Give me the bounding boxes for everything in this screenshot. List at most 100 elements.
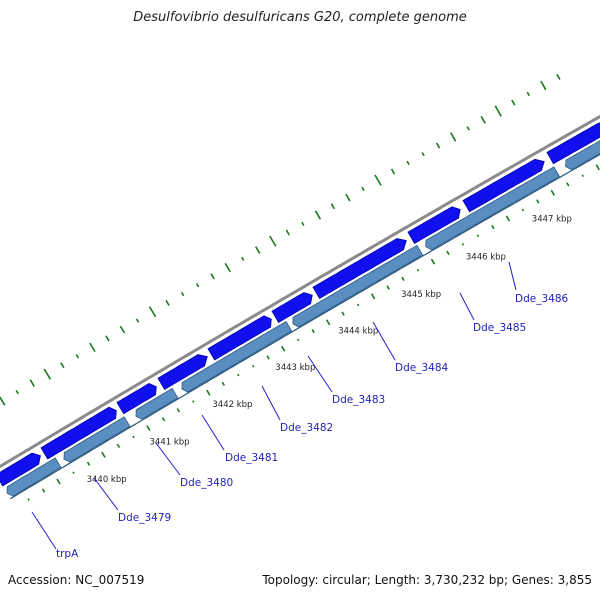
gc-tick-inner	[476, 234, 480, 237]
kbp-label: 3445 kbp	[401, 290, 441, 300]
gc-tick-outer	[241, 256, 245, 261]
reverse-gene-arrow-5	[292, 244, 424, 328]
gc-tick-outer	[75, 354, 80, 359]
gc-tick-outer	[89, 342, 96, 353]
gene-leader-line	[31, 511, 57, 550]
gc-tick-outer	[224, 262, 231, 273]
gene-label[interactable]: trpA	[56, 548, 79, 560]
forward-gene-arrow-9	[462, 158, 545, 213]
reverse-gene-arrow-1	[6, 457, 62, 497]
gene-leader-line	[307, 355, 333, 393]
gc-tick-outer	[526, 91, 530, 97]
gc-tick-inner	[416, 268, 420, 272]
gc-tick-inner	[521, 208, 525, 212]
gc-tick-outer	[0, 396, 6, 406]
gc-tick-inner	[86, 461, 91, 466]
gc-tick-outer	[180, 291, 185, 297]
gc-tick-inner	[446, 250, 450, 256]
backbone-line	[0, 114, 600, 469]
gc-tick-inner	[176, 408, 181, 413]
forward-gene-arrow-1	[0, 452, 41, 487]
forward-gene-arrow-5	[207, 315, 272, 361]
gc-tick-inner	[72, 471, 75, 474]
gc-tick-outer	[255, 246, 261, 254]
gc-tick-inner	[297, 338, 300, 342]
gene-label[interactable]: Dde_3481	[225, 452, 278, 464]
gc-tick-outer	[314, 210, 322, 220]
gc-tick-inner	[536, 199, 540, 204]
gc-tick-inner	[116, 443, 121, 449]
gc-tick-outer	[540, 80, 547, 91]
gc-tick-inner	[132, 435, 135, 439]
gc-tick-inner	[356, 303, 360, 307]
reverse-gene-arrow-2	[63, 416, 131, 463]
forward-gene-arrow-3	[116, 383, 157, 415]
gc-tick-outer	[556, 73, 561, 80]
kbp-label: 3443 kbp	[275, 363, 315, 373]
gc-tick-inner	[266, 355, 270, 360]
kbp-label: 3446 kbp	[466, 252, 506, 262]
gc-tick-outer	[135, 318, 140, 323]
gc-tick-inner	[56, 478, 61, 485]
gc-tick-outer	[330, 203, 336, 210]
forward-gene-arrow-6	[271, 292, 313, 323]
gc-tick-outer	[210, 273, 215, 280]
reverse-gene-arrow-7	[565, 140, 600, 171]
gc-tick-inner	[595, 164, 600, 171]
gc-tick-inner	[386, 285, 390, 290]
gene-label[interactable]: Dde_3480	[180, 477, 233, 489]
gene-label[interactable]: Dde_3485	[473, 322, 526, 334]
forward-gene-arrow-10	[546, 122, 600, 165]
gc-tick-inner	[491, 224, 495, 230]
gc-tick-inner	[27, 498, 30, 501]
gene-leader-line	[201, 414, 225, 451]
kbp-label: 3441 kbp	[150, 437, 190, 447]
kbp-label: 3440 kbp	[87, 475, 127, 485]
gc-tick-outer	[29, 379, 35, 387]
gene-leader-line	[372, 321, 396, 361]
gc-tick-inner	[101, 451, 106, 458]
gc-tick-outer	[43, 368, 52, 380]
accession-text: Accession: NC_007519	[8, 573, 145, 587]
gc-tick-inner	[41, 488, 46, 493]
gc-tick-inner	[401, 276, 405, 282]
gene-label[interactable]: Dde_3479	[118, 512, 171, 524]
reverse-gene-arrow-3	[135, 387, 179, 420]
gc-tick-outer	[494, 105, 502, 117]
gc-tick-inner	[206, 389, 211, 396]
reverse-track-edge	[10, 153, 600, 500]
gc-tick-outer	[285, 229, 290, 236]
gc-tick-inner	[341, 311, 345, 316]
gc-tick-outer	[406, 160, 410, 165]
gc-tick-outer	[269, 235, 277, 247]
gc-tick-inner	[281, 345, 286, 352]
gc-tick-outer	[480, 115, 486, 124]
forward-gene-arrow-7	[312, 238, 407, 300]
gc-tick-inner	[550, 189, 555, 196]
gc-tick-outer	[301, 221, 305, 226]
gene-tracks	[0, 114, 600, 500]
gc-tick-outer	[195, 283, 200, 288]
gc-tick-outer	[148, 306, 157, 318]
gc-tick-outer	[165, 299, 170, 306]
gene-leader-line	[508, 261, 517, 291]
gc-tick-outer	[119, 325, 126, 334]
genome-summary-text: Topology: circular; Length: 3,730,232 bp…	[262, 573, 592, 587]
gene-leader-line	[459, 292, 475, 321]
gc-tick-inner	[311, 329, 315, 334]
gc-tick-inner	[505, 215, 511, 222]
gene-label[interactable]: Dde_3484	[395, 362, 449, 374]
forward-gene-arrow-4	[157, 354, 208, 390]
forward-gene-arrow-8	[407, 206, 461, 244]
gc-skew-ticks	[0, 73, 600, 501]
gc-tick-inner	[252, 364, 255, 368]
gene-label[interactable]: Dde_3486	[515, 293, 569, 305]
gene-label[interactable]: Dde_3482	[280, 422, 333, 434]
gc-tick-inner	[146, 425, 151, 432]
gc-tick-inner	[370, 293, 376, 300]
gc-tick-outer	[15, 389, 19, 395]
gc-tick-outer	[435, 142, 441, 149]
gene-label[interactable]: Dde_3483	[332, 394, 385, 406]
gc-tick-outer	[421, 152, 425, 157]
